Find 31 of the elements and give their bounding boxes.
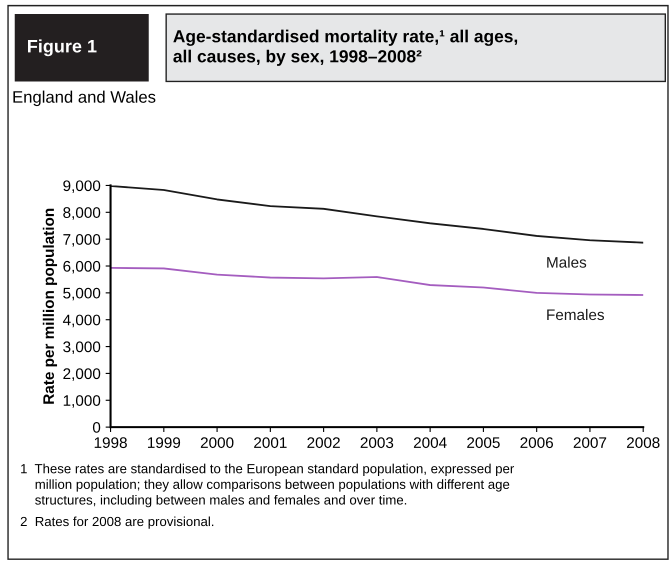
x-tick-label: 2003 bbox=[360, 437, 394, 448]
y-tick-label: 9,000 bbox=[63, 180, 100, 193]
x-tick-label: 2002 bbox=[307, 437, 340, 448]
line-series bbox=[110, 185, 644, 244]
text: 1 These rates are standardised to the European standard population, expressed per million population; they allow comparisons between populations with different age structures, including between males and females and over time. bbox=[21, 464, 514, 508]
x-tick-label: 1999 bbox=[148, 437, 180, 448]
x-tick-label: 2000 bbox=[200, 437, 234, 448]
series-label: Males bbox=[547, 256, 586, 268]
y-tick-label: 2,000 bbox=[63, 368, 100, 381]
caption: Figure 1 bbox=[28, 39, 97, 56]
line-series bbox=[110, 266, 644, 296]
y-tick-label: 6,000 bbox=[63, 260, 100, 274]
y-tick-label: 1,000 bbox=[64, 395, 100, 408]
y-tick-label: 8,000 bbox=[63, 207, 100, 220]
series-label: Females bbox=[547, 308, 604, 320]
x-tick-label: 1998 bbox=[94, 437, 127, 448]
y-tick-label: 0 bbox=[92, 422, 100, 433]
x-tick-label: 2005 bbox=[467, 437, 500, 448]
y-tick-label: 7,000 bbox=[63, 234, 100, 247]
y-axis-title: Rate per million population bbox=[42, 208, 58, 404]
text: 2 Rates for 2008 are provisional. bbox=[20, 516, 214, 529]
x-tick-label: 2008 bbox=[626, 437, 660, 448]
x-tick-label: 2006 bbox=[520, 437, 553, 448]
x-tick-label: 2004 bbox=[414, 437, 447, 448]
y-tick-label: 4,000 bbox=[62, 314, 100, 328]
x-tick-label: 2001 bbox=[254, 437, 287, 448]
y-tick-label: 5,000 bbox=[63, 288, 100, 300]
y-tick-label: 3,000 bbox=[63, 341, 100, 354]
chart-subtitle: England and Wales bbox=[13, 90, 156, 106]
x-tick-label: 2007 bbox=[574, 437, 606, 448]
chart-title: Age-standardised mortality rate,¹ all ages, all causes, by sex, 1998–2008² bbox=[173, 30, 518, 66]
